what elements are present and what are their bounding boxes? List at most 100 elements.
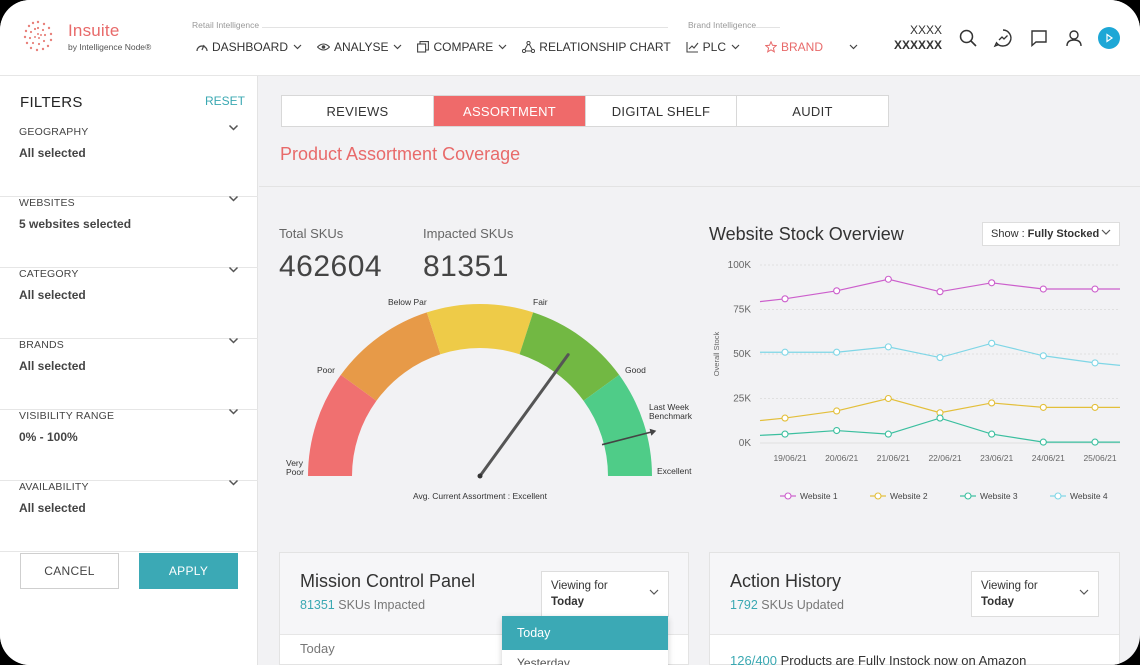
chevron-down-icon [228,479,239,486]
nav-relationship-chart[interactable]: RELATIONSHIP CHART [522,40,671,54]
chevron-down-icon [849,44,858,50]
tab-assortment[interactable]: ASSORTMENT [434,96,586,126]
gauge-label-good: Good [625,365,646,375]
data-point [1039,285,1047,293]
mission-viewing-select[interactable]: Viewing for Today [541,571,669,617]
tab-audit[interactable]: AUDIT [792,103,833,119]
data-point [833,348,841,356]
mission-title: Mission Control Panel [300,571,476,591]
data-point [884,394,892,403]
filter-value: 0% - 100% [19,430,78,444]
filter-websites[interactable]: WEBSITES 5 websites selected [0,195,258,268]
gauge-label-fair: Fair [533,297,548,307]
data-point [781,414,789,422]
search-button[interactable] [957,27,979,49]
filter-visibility-range[interactable]: VISIBILITY RANGE 0% - 100% [0,408,258,481]
data-point [833,426,841,435]
user-info[interactable]: XXXX XXXXXX [878,23,942,53]
nav-brand-label: BRAND [781,40,824,54]
profile-button[interactable] [1063,27,1085,49]
action-history-panel: Action History 1792 SKUs Updated Viewing… [709,552,1120,665]
action-row-text: Products are Fully Instock now on Amazon [780,653,1027,665]
total-skus-label: Total SKUs [279,226,344,241]
chat-trend-icon [993,29,1012,48]
action-list-item[interactable]: 126/400 Products are Fully Instock now o… [730,653,1026,665]
gauge-band-fair [519,312,620,401]
top-header: Insuite by Intelligence Node® Retail Int… [0,0,1140,76]
y-tick-label: 50K [733,349,751,360]
filters-sidebar: FILTERS RESET GEOGRAPHY All selected WEB… [0,76,258,665]
dropdown-option-today[interactable]: Today [502,616,668,650]
action-count-suffix: SKUs Updated [761,598,844,612]
nav-dashboard[interactable]: DASHBOARD [196,40,306,54]
data-point [1091,438,1099,446]
gauge-caption: Avg. Current Assortment : Excellent [413,491,548,501]
user-line-2: XXXXXX [893,38,942,52]
data-point [884,430,892,438]
data-point [1091,285,1099,293]
gauge-needle [478,353,570,478]
nav-compare[interactable]: COMPARE [417,40,511,54]
filter-availability[interactable]: AVAILABILITY All selected [0,479,258,552]
data-point [936,414,944,422]
y-tick-label: 100K [728,260,752,271]
gauge-label-excellent: Excellent [657,466,692,476]
reset-button[interactable]: RESET [205,94,246,108]
star-icon [765,41,777,53]
filter-category[interactable]: CATEGORY All selected [0,266,258,339]
legend-label: Website 1 [800,491,838,501]
apply-button[interactable]: APPLY [139,553,238,589]
filter-value: All selected [19,359,86,373]
user-icon [1066,30,1082,47]
cancel-button[interactable]: CANCEL [20,553,119,589]
show-filter-select[interactable]: Show : Fully Stocked [982,222,1120,246]
viewing-label: Viewing for [551,580,608,592]
filter-brands[interactable]: BRANDS All selected [0,337,258,410]
filter-geography[interactable]: GEOGRAPHY All selected [0,124,258,197]
chevron-down-icon [731,44,740,50]
nav-analyse[interactable]: ANALYSE [317,40,406,54]
chevron-down-icon [649,589,659,595]
brand-name: Insuite [68,21,120,40]
chevron-down-icon [1101,229,1111,235]
action-count: 1792 [730,598,758,612]
chevron-down-icon [1079,589,1089,595]
messages-button[interactable] [1028,27,1050,49]
relationship-icon [522,41,536,53]
x-tick-label: 21/06/21 [877,453,910,463]
benchmark-arrow [649,428,657,436]
viewing-dropdown-menu: Today Yesterday [502,616,668,665]
tab-digital-shelf[interactable]: DIGITAL SHELF [586,96,737,126]
viewing-value: Today [551,596,585,608]
message-icon [1031,30,1047,47]
data-point [1091,359,1099,367]
nav-plc[interactable]: PLC [686,40,744,54]
insights-button[interactable] [992,27,1014,49]
action-viewing-select[interactable]: Viewing for Today [971,571,1099,617]
tab-reviews[interactable]: REVIEWS [282,96,434,126]
data-point [884,343,892,351]
section-tabs: REVIEWS ASSORTMENT DIGITAL SHELF AUDIT [281,95,889,127]
total-skus-value: 462604 [279,250,383,283]
legend-label: Website 3 [980,491,1018,501]
nav-analyse-label: ANALYSE [334,40,389,54]
dropdown-option-yesterday[interactable]: Yesterday [517,656,570,665]
x-tick-label: 25/06/21 [1083,453,1116,463]
search-icon [959,29,977,47]
chevron-down-icon [228,195,239,202]
data-point [988,399,996,407]
data-point [936,288,944,296]
data-point [988,339,996,347]
filter-label: AVAILABILITY [19,481,89,493]
nav-brand[interactable]: BRAND [765,40,862,54]
series-line-website-3 [759,417,1120,443]
filter-value: All selected [19,288,86,302]
filter-value: 5 websites selected [19,217,132,231]
y-tick-label: 0K [739,438,752,449]
chevron-down-icon [228,266,239,273]
data-point [988,430,996,438]
legend-marker [964,492,972,500]
play-button[interactable] [1098,27,1120,49]
brand-divider [756,27,780,28]
show-value: Fully Stocked [1027,228,1100,240]
